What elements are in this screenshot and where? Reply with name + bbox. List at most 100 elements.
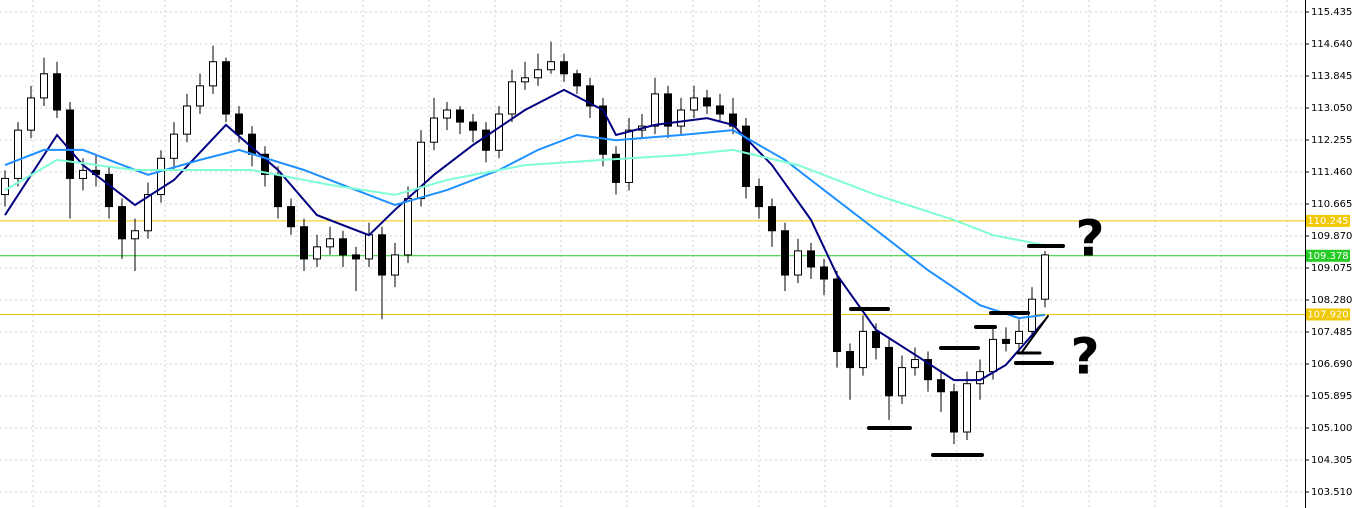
price-level-tag (1306, 308, 1350, 321)
candle-body (27, 97, 35, 131)
candle-body (573, 73, 581, 87)
candle-body (40, 73, 48, 99)
candle-body (716, 105, 724, 115)
candle-body (261, 153, 269, 175)
candle-body (963, 383, 971, 433)
moving-average-line (4, 129, 1046, 320)
candle-body (677, 109, 685, 127)
candle-body (872, 330, 880, 348)
y-tick-label: 105.895 (1311, 391, 1352, 402)
candle-body (625, 129, 633, 183)
moving-average-line (4, 148, 1046, 247)
candle-body (144, 194, 152, 232)
candle-body (664, 93, 672, 127)
y-tick-label: 113.845 (1311, 71, 1352, 82)
candle-body (651, 93, 659, 127)
hand-drawings (849, 244, 1065, 457)
candle-body (989, 338, 997, 373)
y-tick-label: 109.870 (1311, 231, 1352, 242)
candle-body (196, 85, 204, 107)
candle-body (53, 73, 61, 111)
annotation: ? (1075, 210, 1104, 268)
candle-body (911, 359, 919, 369)
candle-body (443, 109, 451, 119)
annotation: ? (1070, 328, 1099, 386)
candle-body (157, 157, 165, 196)
candle-body (690, 97, 698, 111)
candle-body (222, 61, 230, 115)
y-tick-label: 110.665 (1311, 199, 1352, 210)
candle-body (612, 153, 620, 183)
candle-body (183, 105, 191, 135)
candle-body (950, 391, 958, 433)
candle-body (365, 234, 373, 260)
y-tick-label: 112.255 (1311, 135, 1352, 146)
candle-body (430, 117, 438, 143)
candle-body (170, 133, 178, 159)
candle-body (1002, 338, 1010, 344)
candle-body (105, 173, 113, 208)
candle-body (924, 359, 932, 381)
candle-body (300, 226, 308, 260)
candle-body (534, 69, 542, 79)
candle-body (820, 266, 828, 280)
candle-body (339, 238, 347, 256)
y-tick-label: 109.075 (1311, 263, 1352, 274)
y-tick-label: 108.280 (1311, 295, 1352, 306)
y-tick-label: 113.050 (1311, 103, 1352, 114)
candle-body (274, 173, 282, 208)
candle-body (404, 198, 412, 256)
candle-body (14, 129, 22, 179)
candle-body (235, 113, 243, 135)
candle-body (391, 254, 399, 276)
candle-body (755, 185, 763, 208)
price-level-label: 110.245 (1307, 216, 1348, 227)
candle-body (560, 61, 568, 75)
candle-body (469, 121, 477, 131)
candle-body (742, 125, 750, 187)
candle-body (781, 230, 789, 276)
candle-body (794, 250, 802, 276)
candle-body (1041, 254, 1049, 300)
candle-body (79, 169, 87, 179)
y-tick-label: 107.485 (1311, 327, 1352, 338)
candle-body (313, 246, 321, 260)
y-tick-label: 111.460 (1311, 167, 1352, 178)
candle-body (287, 206, 295, 228)
vertical-grid (0, 0, 1305, 508)
y-tick-label: 104.305 (1311, 455, 1352, 466)
candle-body (118, 206, 126, 240)
y-tick-label: 106.690 (1311, 359, 1352, 370)
drawn-stroke (1021, 315, 1049, 353)
candle-body (859, 330, 867, 369)
candle-body (352, 254, 360, 260)
candle-body (521, 77, 529, 83)
price-level-label: 109.378 (1307, 251, 1348, 262)
candle-body (456, 109, 464, 123)
candle-body (599, 105, 607, 155)
candle-body (1, 177, 9, 196)
candle-body (768, 206, 776, 232)
candle-body (417, 141, 425, 200)
candle-body (508, 81, 516, 115)
candle-body (131, 230, 139, 240)
y-tick-label: 114.640 (1311, 39, 1352, 50)
candle-body (586, 85, 594, 107)
candle-body (482, 129, 490, 151)
candle-body (885, 346, 893, 397)
y-tick-label: 103.510 (1311, 487, 1352, 498)
y-tick-label: 115.435 (1311, 7, 1352, 18)
candle-body (495, 113, 503, 151)
candle-body (66, 109, 74, 179)
candle-body (547, 61, 555, 71)
price-level-tag (1306, 214, 1350, 227)
candle-body (846, 351, 854, 369)
candle-body (898, 367, 906, 397)
candle-body (833, 278, 841, 353)
price-level-label: 107.920 (1307, 309, 1348, 320)
candle-body (209, 61, 217, 87)
y-tick-label: 105.100 (1311, 423, 1352, 434)
candle-body (703, 97, 711, 107)
candle-body (807, 250, 815, 268)
